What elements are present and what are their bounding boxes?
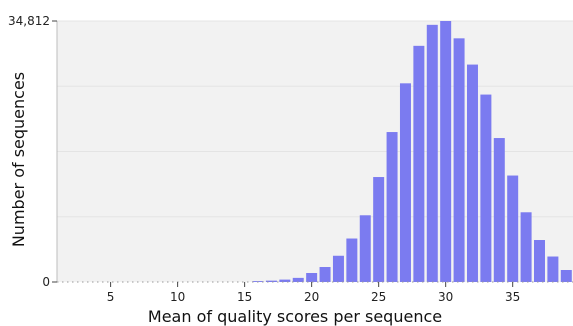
x-axis-title: Mean of quality scores per sequence	[148, 307, 442, 326]
bar	[533, 240, 545, 282]
bar	[453, 38, 465, 283]
y-tick-label: 34,812	[8, 14, 50, 28]
bar	[440, 21, 452, 282]
x-tick-label: 10	[170, 290, 185, 304]
y-tick-label: 0	[42, 275, 50, 289]
axes	[56, 21, 573, 283]
bar	[332, 255, 344, 282]
bar	[373, 177, 385, 282]
bar	[520, 212, 532, 282]
bar	[507, 175, 519, 282]
ticks: 5 10 15 20 25 30 35 0 34,812	[8, 14, 520, 304]
bar	[399, 83, 411, 282]
x-tick-label: 5	[107, 290, 115, 304]
bar	[306, 273, 318, 282]
bar	[265, 280, 277, 282]
x-tick-label: 20	[304, 290, 319, 304]
bar	[413, 45, 425, 282]
bar	[560, 270, 572, 282]
bar	[292, 277, 304, 282]
x-tick-label: 35	[505, 290, 520, 304]
bar	[547, 256, 559, 282]
bar	[386, 132, 398, 282]
bar	[426, 24, 438, 282]
bar	[359, 215, 371, 282]
bar	[466, 64, 478, 282]
bars	[252, 21, 572, 283]
bar	[319, 267, 331, 282]
bar	[480, 94, 492, 282]
bar	[346, 238, 358, 282]
bar	[279, 279, 291, 282]
x-tick-label: 15	[237, 290, 252, 304]
y-axis-title: Number of sequences	[9, 72, 28, 247]
x-tick-label: 30	[438, 290, 453, 304]
bar	[493, 138, 505, 282]
x-tick-label: 25	[371, 290, 386, 304]
